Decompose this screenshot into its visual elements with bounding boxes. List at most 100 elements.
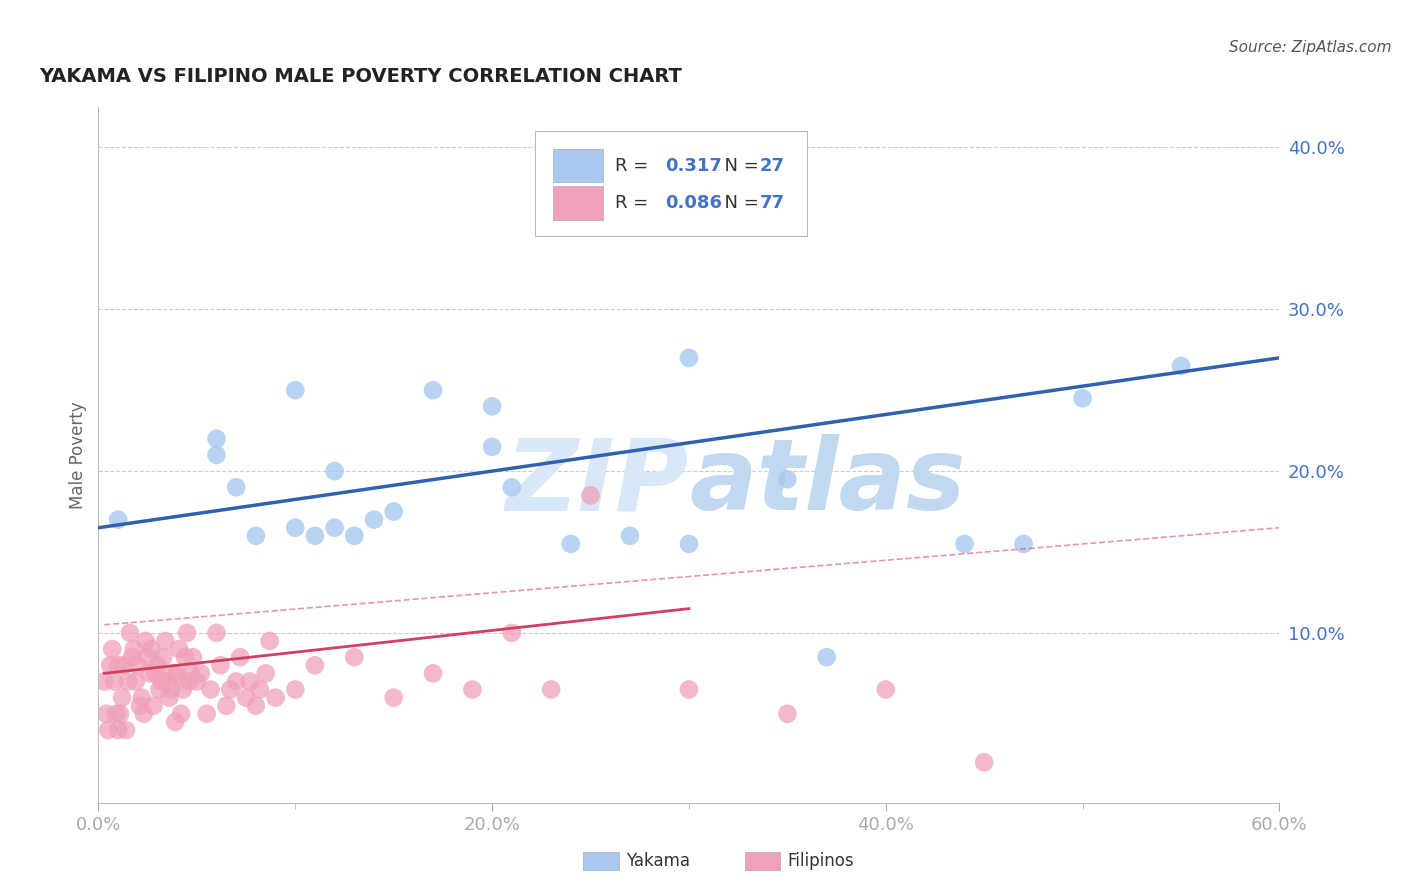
Point [343,650,366,665]
Point [284,521,307,535]
Point [678,537,700,551]
Point [122,642,145,657]
Point [111,690,134,705]
Point [501,626,523,640]
Point [148,682,170,697]
Point [264,690,287,705]
Point [239,674,262,689]
Point [141,642,163,657]
Point [678,351,700,365]
Point [107,513,129,527]
Point [776,472,799,486]
Point [619,529,641,543]
Point [235,690,257,705]
Point [162,666,184,681]
Point [165,714,187,729]
Text: Filipinos: Filipinos [787,852,853,870]
Text: ZIP: ZIP [506,434,689,532]
Point [215,698,238,713]
Point [108,706,131,721]
Point [160,682,183,697]
Point [146,658,169,673]
Point [875,682,897,697]
Point [166,666,188,681]
Point [461,682,484,697]
Point [1170,359,1192,373]
Point [117,674,139,689]
Text: atlas: atlas [689,434,966,532]
Y-axis label: Male Poverty: Male Poverty [69,401,87,508]
Point [176,626,198,640]
Point [127,658,149,673]
Point [254,666,277,681]
Point [1071,392,1094,406]
Point [200,682,222,697]
Point [343,529,366,543]
Text: Yakama: Yakama [626,852,690,870]
Point [132,706,155,721]
Point [157,690,180,705]
Point [180,666,202,681]
Point [501,480,523,494]
Point [181,650,204,665]
Point [205,626,228,640]
Point [142,698,165,713]
Point [205,432,228,446]
Bar [553,149,603,182]
Point [115,723,138,737]
Point [167,642,190,657]
Point [172,682,194,697]
Point [136,650,159,665]
Point [135,634,157,648]
Point [186,674,208,689]
Point [195,706,218,721]
Point [422,666,444,681]
Text: 0.086: 0.086 [665,194,723,212]
Point [229,650,252,665]
Point [481,440,503,454]
Text: R =: R = [614,157,654,175]
Point [481,400,503,414]
Point [131,690,153,705]
Point [145,666,167,681]
Point [1012,537,1035,551]
Text: R =: R = [614,194,654,212]
Point [170,706,193,721]
Point [93,674,115,689]
Point [155,634,177,648]
Point [118,626,141,640]
Text: YAKAMA VS FILIPINO MALE POVERTY CORRELATION CHART: YAKAMA VS FILIPINO MALE POVERTY CORRELAT… [39,67,682,86]
Point [249,682,271,697]
Point [304,658,326,673]
Bar [553,186,603,219]
Text: 27: 27 [759,157,785,175]
Point [101,642,124,657]
FancyBboxPatch shape [536,131,807,235]
Text: Source: ZipAtlas.com: Source: ZipAtlas.com [1229,40,1392,55]
Point [128,698,150,713]
Point [190,666,212,681]
Point [107,723,129,737]
Point [219,682,242,697]
Point [105,706,128,721]
Point [678,682,700,697]
Point [96,706,118,721]
Point [138,666,160,681]
Point [156,674,179,689]
Point [209,658,232,673]
Point [205,448,228,462]
Point [259,634,281,648]
Point [103,674,125,689]
Point [150,674,173,689]
Point [815,650,838,665]
Point [579,488,602,502]
Point [953,537,976,551]
Point [540,682,562,697]
Text: N =: N = [713,194,763,212]
Point [284,682,307,697]
Point [177,674,200,689]
Point [125,674,148,689]
Point [174,650,197,665]
Point [560,537,582,551]
Point [225,674,247,689]
